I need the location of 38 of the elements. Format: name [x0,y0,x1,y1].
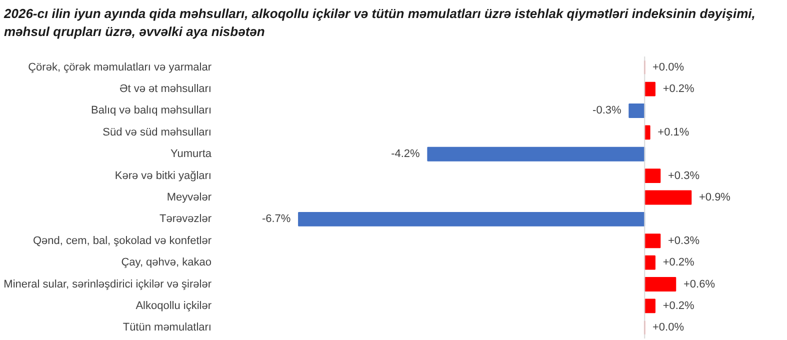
data-label: +0.3% [668,170,700,182]
data-label: +0.2% [662,300,695,312]
bar [628,104,646,118]
data-label: +0.3% [668,234,700,247]
bar [427,146,646,162]
data-label: +0.9% [698,192,731,204]
y-tick-label: Balıq və balıq məhsulları [91,104,212,117]
bar [644,168,661,184]
bar [644,190,692,205]
data-label: +0.2% [662,83,695,96]
y-tick-label: Qənd, cem, bal, şokolad və konfetlər [32,234,212,247]
bar [644,125,650,140]
y-tick-label: Çörək, çörək məmulatları və yarmalar [28,61,212,74]
data-label: +0.0% [652,322,684,334]
bar [644,298,656,314]
data-label: +0.1% [658,126,690,138]
data-label: +0.0% [652,61,684,74]
bar [644,234,661,248]
bar [644,277,676,292]
y-tick-label: Ət və ət məhsulları [119,83,212,96]
y-tick-label: Alkoqollu içkilər [136,300,212,312]
bar [644,82,656,96]
data-label: -0.3% [592,104,622,117]
data-label: -4.2% [391,148,420,160]
y-tick-label: Çay, qəhvə, kakao [121,256,212,269]
y-tick-label: Mineral sular, sərinləşdirici içkilər və şirələr [4,278,212,290]
y-tick-label: Tütün məmulatları [122,322,212,334]
y-tick-label: Kərə və bitki yağları [114,170,212,182]
chart-title: 2026-cı ilin iyun ayında qida məhsulları, alkoqollu içkilər və tütün məmulatları üzrə istehlak qiymətləri indeksinin dəyişimi, məhsul qrupları üzrə, əvvəlki aya nisbətən [4,5,756,42]
data-label: -6.7% [262,213,291,226]
data-label: +0.2% [662,256,695,269]
y-tick-label: Yumurta [170,148,212,160]
y-tick-label: Tərəvəzlər [160,213,212,226]
bar [644,255,656,270]
y-tick-label: Meyvələr [166,192,212,204]
y-tick-label: Süd və süd məhsulları [102,126,212,138]
data-label: +0.6% [683,278,716,290]
bar [298,212,646,226]
